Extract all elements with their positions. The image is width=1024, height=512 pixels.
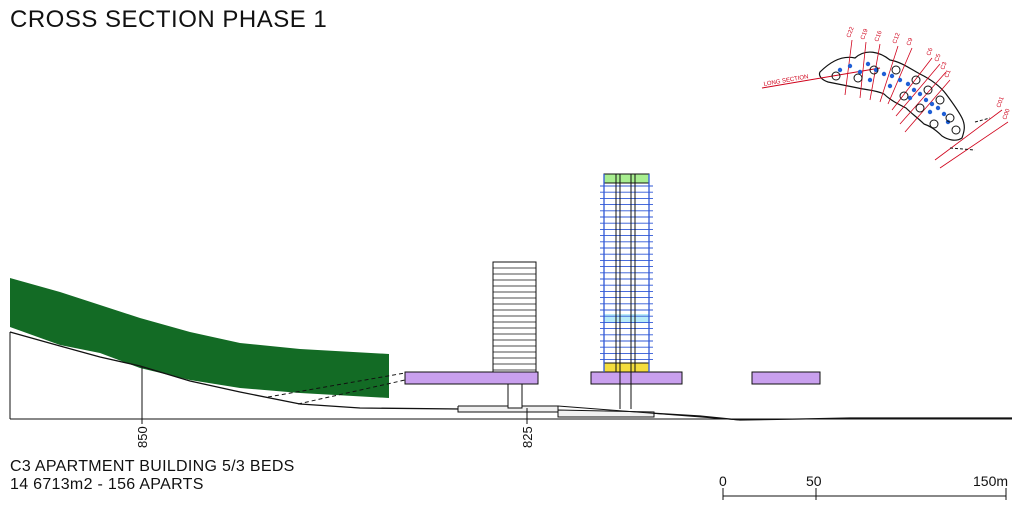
elevation-label-850: 850 — [135, 426, 150, 448]
key-section-line — [879, 45, 899, 103]
scale-label-50: 50 — [806, 473, 822, 489]
key-unit-dot — [887, 83, 893, 89]
key-section-label: C12 — [892, 32, 902, 45]
podium-slab-right — [751, 371, 821, 385]
key-unit-dot — [941, 111, 947, 117]
tower-base-floor — [603, 362, 650, 373]
key-section-label: C22 — [846, 26, 856, 39]
scale-label-0: 0 — [719, 473, 727, 489]
key-section-label: C6 — [926, 47, 934, 57]
key-building-circle — [951, 125, 961, 135]
key-section-line — [899, 71, 947, 125]
key-building-circle — [853, 73, 863, 83]
key-section-line — [887, 47, 913, 105]
key-section-label: C19 — [860, 28, 870, 41]
key-unit-dot — [865, 61, 871, 67]
key-dashed-edge — [949, 147, 976, 151]
key-unit-dot — [935, 105, 941, 111]
key-section-line — [859, 41, 867, 99]
key-unit-dot — [897, 77, 903, 83]
key-building-circle — [831, 71, 841, 81]
key-unit-dot — [881, 71, 887, 77]
key-section-label: C00 — [1002, 108, 1012, 121]
key-building-circle — [929, 119, 939, 129]
key-section-line — [934, 109, 1003, 161]
caption: C3 APARTMENT BUILDING 5/3 BEDS 14 6713m2… — [10, 458, 295, 494]
caption-line-2: 14 6713m2 - 156 APARTS — [10, 476, 204, 493]
key-unit-dot — [929, 101, 935, 107]
page-title: CROSS SECTION PHASE 1 — [10, 6, 328, 33]
key-unit-dot — [907, 95, 913, 101]
key-section-label: C3 — [940, 61, 948, 71]
key-section-label: C9 — [906, 37, 914, 47]
key-section-label: C1 — [944, 69, 952, 79]
key-section-line — [895, 63, 941, 117]
key-unit-dot — [905, 81, 911, 87]
key-unit-dot — [889, 73, 895, 79]
key-unit-dot — [837, 67, 843, 73]
key-building-circle — [891, 65, 901, 75]
caption-line-1: C3 APARTMENT BUILDING 5/3 BEDS — [10, 458, 295, 475]
key-unit-dot — [911, 87, 917, 93]
key-section-label: C16 — [874, 30, 884, 43]
tower-top-floor — [603, 173, 650, 184]
key-building-circle — [911, 75, 921, 85]
key-section-line — [891, 57, 933, 111]
vegetation-band — [10, 278, 389, 398]
dashed-excavation-line — [267, 372, 406, 398]
tower-body — [603, 182, 650, 373]
road-slope-line — [557, 405, 741, 421]
key-unit-dot — [923, 97, 929, 103]
key-section-line — [869, 43, 881, 101]
key-unit-dot — [867, 77, 873, 83]
key-building-circle — [923, 85, 933, 95]
apartment-tower — [600, 173, 653, 409]
key-dashed-edge — [974, 117, 991, 123]
podium-slab-center — [590, 371, 683, 385]
key-building-circle — [945, 113, 955, 123]
key-building-circle — [935, 95, 945, 105]
key-section-label: C5 — [934, 53, 942, 63]
key-unit-dot — [873, 67, 879, 73]
key-unit-dot — [927, 109, 933, 115]
key-building-circle — [915, 103, 925, 113]
scale-label-150m: 150m — [973, 473, 1008, 489]
key-section-line — [939, 121, 1009, 169]
key-unit-dot — [847, 63, 853, 69]
key-section-label: C01 — [996, 96, 1006, 109]
podium-slab-left — [404, 371, 539, 385]
elevation-label-825: 825 — [520, 426, 535, 448]
key-unit-dot — [917, 91, 923, 97]
tower-mid-floor — [604, 314, 649, 323]
key-building-circle — [869, 65, 879, 75]
scale-bar: 0 50 150m — [719, 473, 1008, 500]
existing-building — [492, 261, 537, 409]
key-section-line — [904, 79, 951, 133]
road-slab-outline — [557, 409, 655, 418]
key-unit-dot — [857, 69, 863, 75]
long-section-label: LONG SECTION — [763, 74, 809, 88]
key-building-circle — [899, 91, 909, 101]
dashed-excavation-line — [297, 379, 406, 405]
